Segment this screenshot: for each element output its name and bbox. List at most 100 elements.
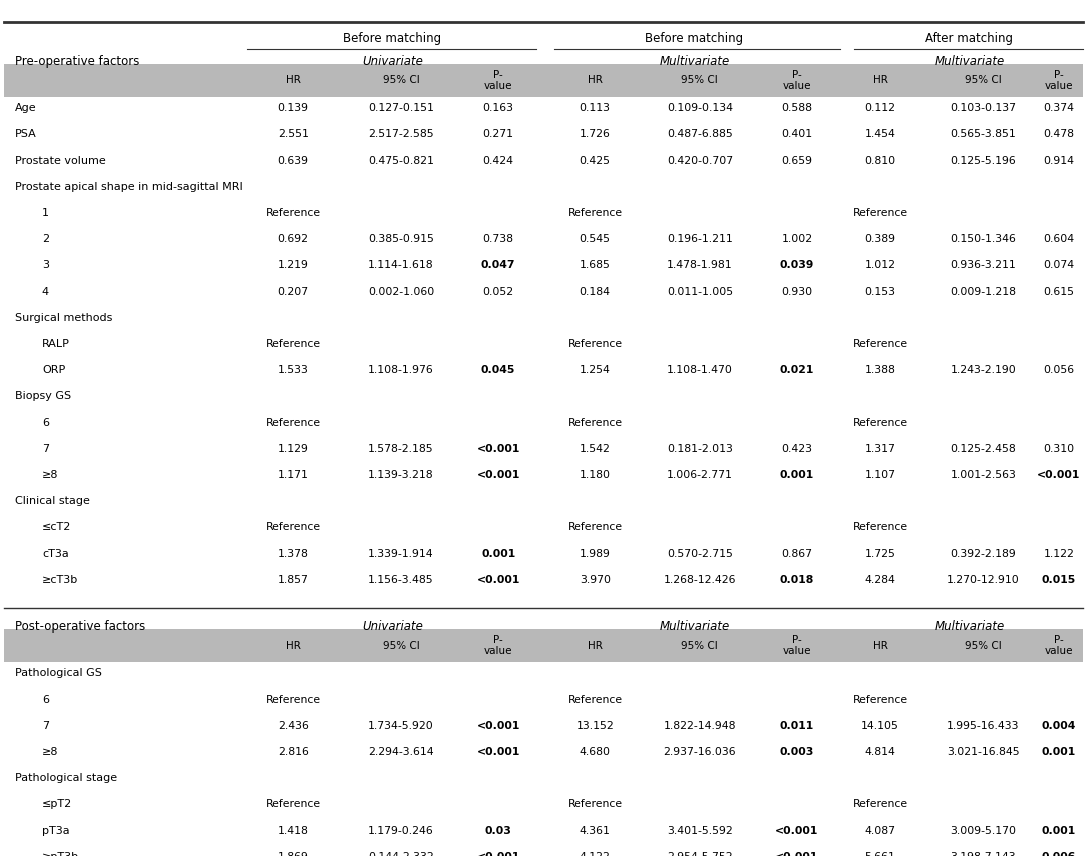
Text: 2.294-3.614: 2.294-3.614: [368, 747, 434, 757]
Text: 95% CI: 95% CI: [681, 75, 718, 86]
Text: <0.001: <0.001: [1038, 470, 1080, 480]
Text: <0.001: <0.001: [476, 443, 520, 454]
Text: <0.001: <0.001: [476, 721, 520, 731]
Text: 0.914: 0.914: [1043, 156, 1075, 165]
Text: 1.542: 1.542: [580, 443, 610, 454]
Text: 0.113: 0.113: [580, 104, 610, 113]
Text: Reference: Reference: [568, 418, 622, 427]
Text: 1.108-1.976: 1.108-1.976: [368, 366, 434, 375]
Text: <0.001: <0.001: [775, 825, 819, 835]
Text: Reference: Reference: [568, 800, 622, 810]
Text: 1.388: 1.388: [864, 366, 895, 375]
Text: After matching: After matching: [925, 32, 1014, 45]
Text: 0.310: 0.310: [1043, 443, 1075, 454]
Text: <0.001: <0.001: [476, 852, 520, 856]
Text: 0.112: 0.112: [864, 104, 896, 113]
Text: 0.659: 0.659: [782, 156, 812, 165]
Text: 0.047: 0.047: [481, 260, 516, 270]
Text: 0.015: 0.015: [1042, 574, 1076, 585]
Text: 0.001: 0.001: [779, 470, 814, 480]
Text: 3.970: 3.970: [580, 574, 610, 585]
Text: 4.087: 4.087: [864, 825, 896, 835]
Text: 0.181-2.013: 0.181-2.013: [667, 443, 732, 454]
Text: 95% CI: 95% CI: [965, 640, 1002, 651]
Text: 2.954-5.752: 2.954-5.752: [667, 852, 732, 856]
Text: 0.150-1.346: 0.150-1.346: [950, 235, 1017, 244]
Text: 0.009-1.218: 0.009-1.218: [950, 287, 1017, 296]
Text: ≥cT3b: ≥cT3b: [41, 574, 78, 585]
Text: HR: HR: [286, 75, 301, 86]
Text: Reference: Reference: [266, 339, 320, 349]
Text: 0.184: 0.184: [580, 287, 610, 296]
Text: 1.478-1.981: 1.478-1.981: [667, 260, 732, 270]
Text: 95% CI: 95% CI: [383, 640, 420, 651]
Text: 1.317: 1.317: [864, 443, 895, 454]
Text: 0.03: 0.03: [485, 825, 511, 835]
Text: ≥8: ≥8: [41, 470, 59, 480]
Text: 7: 7: [41, 443, 49, 454]
Text: 0.374: 0.374: [1043, 104, 1075, 113]
Text: 1.254: 1.254: [580, 366, 610, 375]
Text: 7: 7: [41, 721, 49, 731]
Text: Prostate volume: Prostate volume: [15, 156, 106, 165]
Text: 1.180: 1.180: [580, 470, 610, 480]
Text: 1.857: 1.857: [278, 574, 308, 585]
Text: 4.122: 4.122: [580, 852, 610, 856]
Text: 1.378: 1.378: [278, 549, 308, 558]
Text: 0.936-3.211: 0.936-3.211: [950, 260, 1016, 270]
Text: ≥8: ≥8: [41, 747, 59, 757]
Text: 4.814: 4.814: [864, 747, 895, 757]
Text: 4.361: 4.361: [580, 825, 610, 835]
Text: 3.021-16.845: 3.021-16.845: [947, 747, 1020, 757]
Text: <0.001: <0.001: [476, 470, 520, 480]
Text: 0.196-1.211: 0.196-1.211: [667, 235, 732, 244]
Text: HR: HR: [588, 640, 603, 651]
Text: 0.570-2.715: 0.570-2.715: [667, 549, 732, 558]
Text: 0.144-2.332: 0.144-2.332: [368, 852, 434, 856]
Text: 0.639: 0.639: [278, 156, 308, 165]
Text: 0.127-0.151: 0.127-0.151: [368, 104, 434, 113]
Text: 0.615: 0.615: [1043, 287, 1075, 296]
Text: 0.001: 0.001: [481, 549, 516, 558]
Text: 0.588: 0.588: [782, 104, 812, 113]
Text: 1.243-2.190: 1.243-2.190: [950, 366, 1016, 375]
Text: Reference: Reference: [266, 418, 320, 427]
Text: 0.163: 0.163: [483, 104, 513, 113]
Text: 1.270-12.910: 1.270-12.910: [947, 574, 1020, 585]
Text: 2.937-16.036: 2.937-16.036: [664, 747, 736, 757]
Text: 0.045: 0.045: [481, 366, 516, 375]
Text: 1.726: 1.726: [580, 129, 610, 140]
Text: pT3a: pT3a: [41, 825, 70, 835]
Text: 0.001: 0.001: [1042, 825, 1076, 835]
Text: 13.152: 13.152: [577, 721, 614, 731]
Text: 0.018: 0.018: [779, 574, 814, 585]
Text: 0.604: 0.604: [1043, 235, 1075, 244]
Text: 0.207: 0.207: [278, 287, 308, 296]
Text: 0.125-2.458: 0.125-2.458: [950, 443, 1016, 454]
Text: 0.103-0.137: 0.103-0.137: [950, 104, 1017, 113]
Text: Age: Age: [15, 104, 37, 113]
Text: 95% CI: 95% CI: [681, 640, 718, 651]
Text: Reference: Reference: [852, 694, 908, 704]
Text: Multivariate: Multivariate: [659, 55, 729, 68]
Text: 1.533: 1.533: [278, 366, 308, 375]
Text: Reference: Reference: [852, 339, 908, 349]
Text: 0.424: 0.424: [483, 156, 513, 165]
Text: ≥pT3b: ≥pT3b: [41, 852, 80, 856]
Text: P-
value: P- value: [484, 69, 512, 92]
Text: 0.074: 0.074: [1043, 260, 1075, 270]
Text: 4: 4: [41, 287, 49, 296]
Text: HR: HR: [588, 75, 603, 86]
Text: P-
value: P- value: [484, 635, 512, 657]
Text: ORP: ORP: [41, 366, 65, 375]
Text: 1.002: 1.002: [782, 235, 812, 244]
Text: Univariate: Univariate: [362, 55, 423, 68]
Text: 3.009-5.170: 3.009-5.170: [950, 825, 1017, 835]
Text: PSA: PSA: [15, 129, 37, 140]
Text: 1.006-2.771: 1.006-2.771: [667, 470, 732, 480]
Text: 0.021: 0.021: [779, 366, 814, 375]
Text: 0.271: 0.271: [483, 129, 513, 140]
Text: Clinical stage: Clinical stage: [15, 496, 89, 506]
Text: 0.392-2.189: 0.392-2.189: [950, 549, 1016, 558]
Text: 0.125-5.196: 0.125-5.196: [950, 156, 1016, 165]
